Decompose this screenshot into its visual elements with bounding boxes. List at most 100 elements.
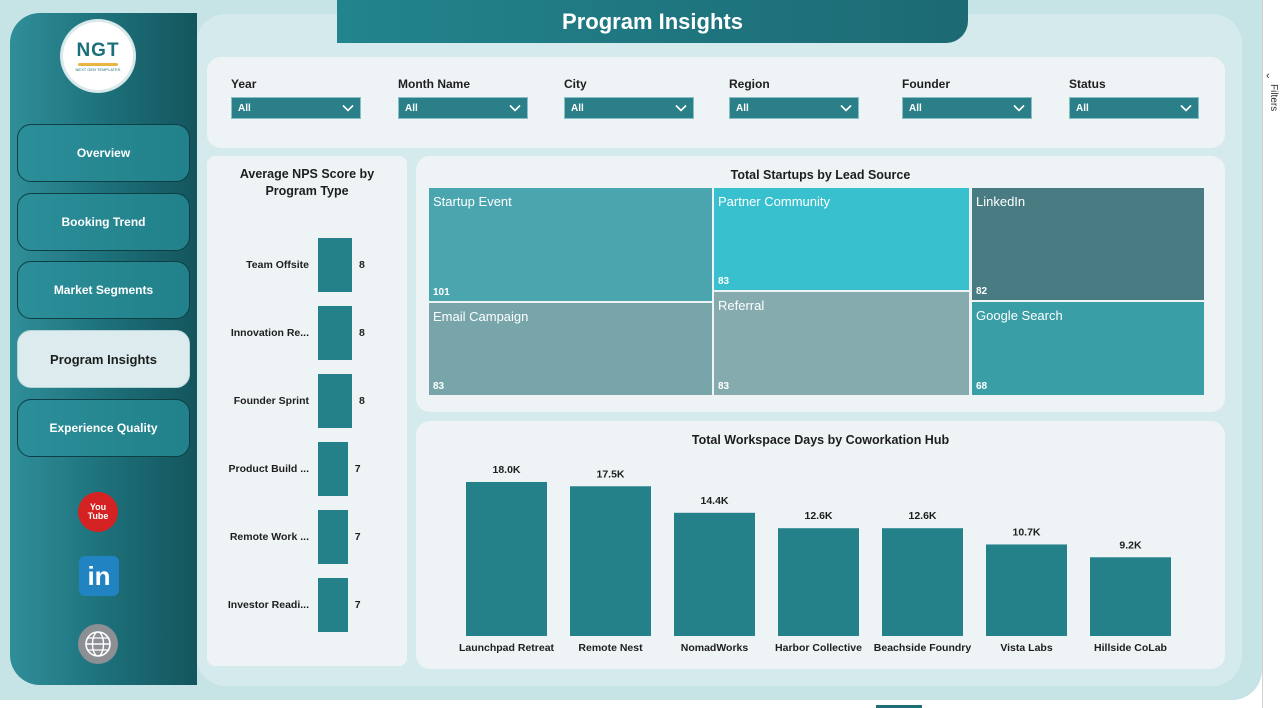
nps-bar[interactable] (318, 578, 348, 632)
nps-chart-title: Average NPS Score by Program Type (239, 167, 375, 198)
youtube-icon[interactable]: You Tube (78, 492, 118, 532)
nps-category-label: Remote Work ... (229, 531, 309, 543)
workspace-value-label: 14.4K (700, 495, 728, 507)
workspace-value-label: 9.2K (1119, 539, 1142, 551)
filters-pane-edge[interactable]: ‹ Filters (1262, 0, 1280, 708)
filter-panel: Year All Month Name All City All Region … (207, 57, 1225, 148)
workspace-value-label: 12.6K (804, 510, 832, 522)
workspace-bar[interactable] (882, 528, 963, 636)
page-title-bar: Program Insights (337, 0, 968, 43)
workspace-category-label: Remote Nest (578, 642, 643, 654)
nps-row: Innovation Re... 8 (207, 306, 407, 360)
youtube-text-bottom: Tube (87, 511, 109, 521)
filter-region: Region All (729, 77, 859, 119)
workspace-category-label: Hillside CoLab (1094, 642, 1167, 654)
workspace-value-label: 18.0K (492, 464, 520, 476)
treemap-tile[interactable]: Partner Community 83 (714, 188, 969, 290)
filter-founder: Founder All (902, 77, 1032, 119)
filter-label: Year (231, 77, 257, 91)
workspace-bar[interactable] (1090, 557, 1171, 636)
treemap-tile[interactable]: Google Search 68 (972, 302, 1204, 395)
nps-category-label: Product Build ... (228, 463, 310, 475)
youtube-text-top: You (89, 502, 107, 512)
nps-chart-panel: Average NPS Score by Program Type Team O… (207, 156, 407, 666)
workspace-bar[interactable] (986, 544, 1067, 636)
page-tab-strip (0, 700, 1262, 708)
nps-row: Product Build ... 7 (207, 442, 407, 496)
logo-subtext: NEXT GEN TEMPLATES (75, 67, 121, 72)
dropdown-value: All (405, 102, 418, 114)
nps-value-label: 7 (354, 531, 361, 543)
globe-www-icon[interactable] (78, 624, 118, 664)
city-dropdown[interactable]: All (564, 97, 694, 119)
nps-row: Team Offsite 8 (207, 238, 407, 292)
nav-overview-button[interactable]: Overview (17, 124, 190, 182)
filter-label: Status (1069, 77, 1106, 91)
linkedin-icon[interactable]: in (79, 556, 119, 596)
nps-bar[interactable] (318, 442, 348, 496)
treemap-tile[interactable]: LinkedIn 82 (972, 188, 1204, 300)
dropdown-value: All (571, 102, 584, 114)
tile-value: 83 (718, 381, 730, 392)
filter-city: City All (564, 77, 694, 119)
workspace-category-label: Harbor Collective (775, 642, 862, 654)
nav-label: Market Segments (53, 283, 154, 297)
workspace-days-chart: 18.0K Launchpad Retreat 17.5K Remote Nest 14… (459, 464, 1171, 654)
dropdown-value: All (909, 102, 922, 114)
nps-row: Founder Sprint 8 (207, 374, 407, 428)
nps-bar[interactable] (318, 238, 352, 292)
tile-label: Google Search (976, 308, 1063, 323)
workspace-bar[interactable] (466, 482, 547, 636)
nps-bar[interactable] (318, 510, 348, 564)
chevron-down-icon (1013, 104, 1025, 112)
tile-label: Referral (718, 298, 765, 313)
page-title: Program Insights (562, 8, 743, 34)
active-page-tab-indicator[interactable] (876, 705, 922, 708)
nps-value-label: 8 (359, 395, 365, 407)
nps-row: Investor Readi... 7 (207, 578, 407, 632)
filter-year: Year All (231, 77, 361, 119)
nps-bar[interactable] (318, 306, 352, 360)
workspace-bar[interactable] (570, 486, 651, 636)
nav-label: Overview (76, 146, 131, 160)
workspace-bar[interactable] (674, 512, 755, 636)
workspace-value-label: 10.7K (1012, 526, 1040, 538)
nav-market-segments-button[interactable]: Market Segments (17, 261, 190, 319)
workspace-bar[interactable] (778, 528, 859, 636)
filter-label: Region (729, 77, 770, 91)
treemap-tile[interactable]: Startup Event 101 (429, 188, 712, 301)
treemap-tile[interactable]: Referral 83 (714, 292, 969, 395)
dropdown-value: All (238, 102, 251, 114)
nps-bar[interactable] (318, 374, 352, 428)
lead-source-treemap: Startup Event 101 Partner Community 83 L… (429, 188, 1204, 395)
tile-label: Partner Community (718, 194, 830, 209)
nav-label: Program Insights (50, 351, 157, 367)
dropdown-value: All (736, 102, 749, 114)
nav-booking-trend-button[interactable]: Booking Trend (17, 193, 190, 251)
workspace-category-label: Beachside Foundry (874, 642, 972, 654)
nps-category-label: Team Offsite (246, 259, 309, 271)
chevron-down-icon (840, 104, 852, 112)
year-dropdown[interactable]: All (231, 97, 361, 119)
logo-text: NGT (76, 40, 120, 61)
tile-value: 83 (433, 381, 445, 392)
nps-category-label: Innovation Re... (230, 327, 309, 339)
treemap-tile[interactable]: Email Campaign 83 (429, 303, 712, 395)
brand-logo: NGT NEXT GEN TEMPLATES (63, 22, 133, 90)
workspace-value-label: 12.6K (908, 510, 936, 522)
dropdown-value: All (1076, 102, 1089, 114)
nav-experience-quality-button[interactable]: Experience Quality (17, 399, 190, 457)
chevron-down-icon (1180, 104, 1192, 112)
tile-label: LinkedIn (976, 194, 1026, 209)
filter-label: Founder (902, 77, 950, 91)
region-dropdown[interactable]: All (729, 97, 859, 119)
chevron-down-icon (509, 104, 521, 112)
month-name-dropdown[interactable]: All (398, 97, 528, 119)
founder-dropdown[interactable]: All (902, 97, 1032, 119)
chevron-left-icon[interactable]: ‹ (1266, 70, 1270, 82)
chevron-down-icon (675, 104, 687, 112)
status-dropdown[interactable]: All (1069, 97, 1199, 119)
nav-program-insights-button[interactable]: Program Insights (17, 330, 190, 388)
linkedin-text: in (87, 560, 111, 591)
